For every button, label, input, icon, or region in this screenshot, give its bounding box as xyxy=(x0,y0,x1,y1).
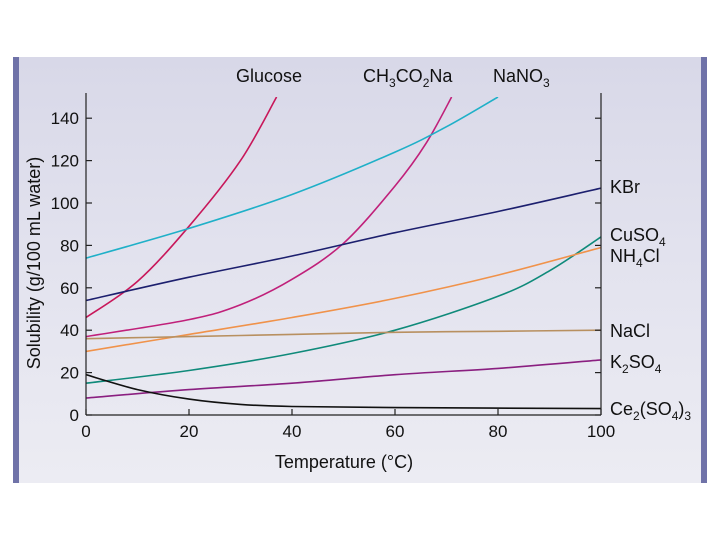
y-tick-label: 0 xyxy=(70,406,79,425)
y-tick-label: 120 xyxy=(51,152,79,171)
series-line-cuso4 xyxy=(86,236,601,384)
series-label-nh4cl: NH4Cl xyxy=(610,246,660,270)
x-tick-label: 80 xyxy=(489,422,508,441)
x-tick-label: 100 xyxy=(587,422,615,441)
series-label-ce2-so4-3: Ce2(SO4)3 xyxy=(610,399,691,423)
series-line-kbr xyxy=(86,187,601,302)
x-tick-label: 60 xyxy=(386,422,405,441)
series-label-nano3: NaNO3 xyxy=(493,66,550,90)
x-tick-label: 0 xyxy=(81,422,90,441)
series-line-nh4cl xyxy=(86,246,601,353)
y-tick-label: 60 xyxy=(60,279,79,298)
series-label-k2so4: K2SO4 xyxy=(610,352,662,376)
y-tick-label: 40 xyxy=(60,321,79,340)
series-label-ch3co2na: CH3CO2Na xyxy=(363,66,453,90)
y-tick-label: 100 xyxy=(51,194,79,213)
series-line-ce2-so4-3 xyxy=(86,373,601,410)
series-label-glucose: Glucose xyxy=(236,66,302,86)
series-line-k2so4 xyxy=(86,359,601,399)
series-label-cuso4: CuSO4 xyxy=(610,225,666,249)
y-axis-label: Solubility (g/100 mL water) xyxy=(24,157,44,369)
x-tick-label: 20 xyxy=(180,422,199,441)
series-label-kbr: KBr xyxy=(610,177,640,197)
series-label-nacl: NaCl xyxy=(610,321,650,341)
x-axis-label: Temperature (°C) xyxy=(275,452,413,472)
axes-layer xyxy=(85,93,602,416)
y-tick-label: 20 xyxy=(60,364,79,383)
y-tick-label: 80 xyxy=(60,236,79,255)
series-line-nacl xyxy=(86,329,601,340)
chart-frame xyxy=(13,57,707,483)
series-line-ch3co2na xyxy=(86,97,453,338)
series-layer xyxy=(86,97,601,410)
series-line-glucose xyxy=(86,97,278,319)
series-line-nano3 xyxy=(86,97,499,259)
x-tick-label: 40 xyxy=(283,422,302,441)
y-tick-label: 140 xyxy=(51,109,79,128)
ticks-layer: 0 20 40 60 80 100 0 20 40 60 80 100 120 140 xyxy=(51,109,616,441)
